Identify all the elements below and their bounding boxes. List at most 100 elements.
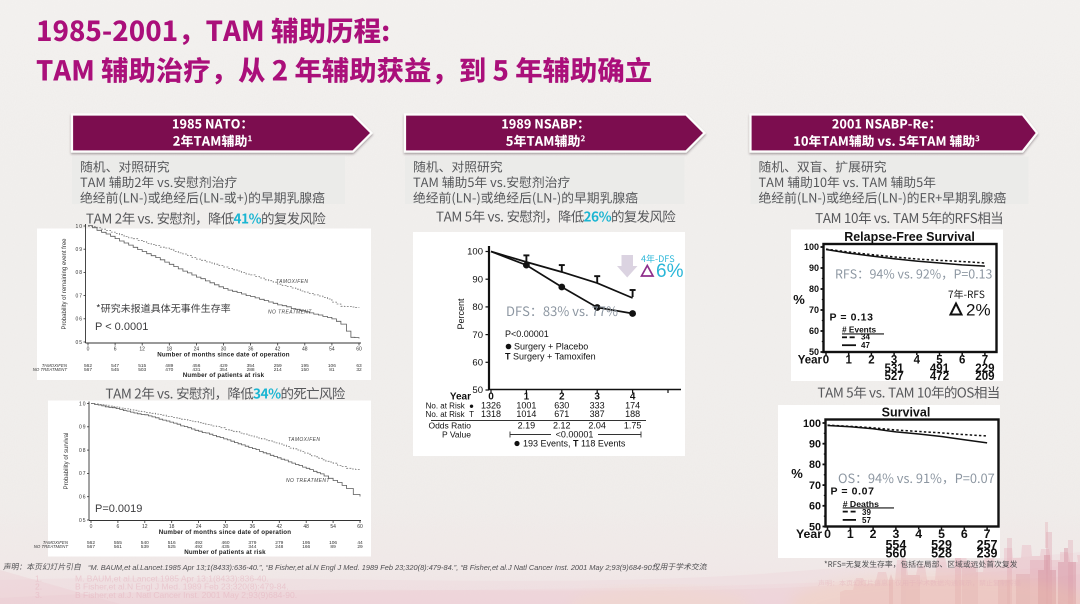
svg-text:354: 354: [247, 363, 255, 369]
svg-text:248: 248: [275, 544, 283, 550]
svg-text:18: 18: [169, 524, 175, 530]
svg-text:288: 288: [247, 367, 255, 373]
svg-text:Odds Ratio: Odds Ratio: [428, 421, 471, 431]
svg-text:50: 50: [472, 385, 483, 396]
svg-text:1326: 1326: [481, 401, 501, 411]
svg-text:567: 567: [84, 367, 92, 373]
svg-text:42: 42: [275, 347, 281, 353]
svg-text:492: 492: [195, 540, 203, 546]
svg-text:489: 489: [165, 363, 173, 369]
svg-text:89: 89: [330, 544, 336, 550]
svg-text:81: 81: [329, 367, 335, 373]
svg-text:34: 34: [861, 333, 870, 342]
svg-text:0: 0: [824, 527, 831, 541]
svg-text:%: %: [793, 292, 805, 307]
svg-text:5: 5: [936, 355, 943, 367]
svg-text:214: 214: [274, 367, 282, 373]
svg-text:2: 2: [559, 392, 565, 403]
svg-text:60: 60: [357, 524, 363, 530]
svg-text:44: 44: [357, 540, 363, 546]
svg-text:259: 259: [274, 363, 282, 369]
svg-text:2: 2: [868, 355, 874, 367]
svg-text:90: 90: [809, 439, 821, 451]
svg-text:39: 39: [862, 508, 871, 517]
svg-text:562: 562: [87, 540, 95, 546]
svg-text:50: 50: [809, 521, 821, 533]
svg-text:554: 554: [885, 538, 906, 552]
svg-text:491: 491: [930, 363, 950, 375]
svg-text:0 5: 0 5: [79, 518, 86, 524]
svg-text:1001: 1001: [516, 401, 536, 411]
svg-text:188: 188: [625, 409, 640, 419]
svg-text:106: 106: [329, 540, 337, 546]
svg-text:7: 7: [984, 527, 991, 541]
svg-text:Number of patients at risk: Number of patients at risk: [184, 549, 266, 556]
svg-text:354: 354: [219, 367, 227, 373]
svg-text:Surgery + Placebo: Surgery + Placebo: [514, 342, 588, 352]
svg-text:3: 3: [892, 527, 899, 541]
svg-text:435: 435: [221, 544, 229, 550]
svg-text:5: 5: [938, 527, 945, 541]
svg-text:379: 379: [248, 540, 256, 546]
svg-text:106: 106: [328, 363, 336, 369]
svg-text:539: 539: [141, 544, 149, 550]
svg-text:0 7: 0 7: [75, 293, 82, 299]
svg-text:0: 0: [90, 524, 93, 530]
svg-text:NO TREATMENT: NO TREATMENT: [33, 367, 68, 372]
svg-text:257: 257: [977, 538, 998, 552]
svg-text:P = 0.07: P = 0.07: [831, 486, 875, 498]
svg-text:54: 54: [330, 524, 336, 530]
svg-text:516: 516: [168, 540, 176, 546]
svg-text:0 9: 0 9: [79, 425, 86, 431]
svg-text:“M. BAUM,et al.Lancet.1985 Apr: “M. BAUM,et al.Lancet.1985 Apr 13;1(8433…: [88, 563, 658, 572]
svg-text:60: 60: [472, 358, 483, 369]
svg-text:57: 57: [862, 516, 871, 525]
svg-text:6: 6: [959, 355, 965, 367]
svg-text:456: 456: [192, 363, 200, 369]
svg-text:Number of months since date of: Number of months since date of operation: [157, 352, 289, 359]
svg-text:36: 36: [248, 347, 254, 353]
svg-text:527: 527: [885, 371, 904, 383]
svg-text:503: 503: [138, 367, 146, 373]
svg-text:630: 630: [554, 401, 569, 411]
svg-text:Survival: Survival: [882, 406, 931, 420]
svg-text:472: 472: [930, 371, 949, 383]
svg-text:30: 30: [223, 524, 229, 530]
svg-text:1318: 1318: [481, 409, 501, 419]
svg-text:0 8: 0 8: [79, 448, 86, 454]
svg-text:531: 531: [885, 363, 905, 375]
svg-text:7: 7: [982, 355, 988, 367]
svg-text:528: 528: [931, 547, 952, 561]
svg-text:P<0.00001: P<0.00001: [505, 329, 549, 339]
svg-text:%: %: [791, 466, 803, 481]
svg-text:32: 32: [356, 367, 362, 373]
svg-text:60: 60: [809, 501, 821, 513]
svg-text:63: 63: [356, 363, 362, 369]
svg-text:1 0: 1 0: [79, 401, 86, 407]
svg-text:# Deaths: # Deaths: [843, 499, 879, 509]
svg-text:# Events: # Events: [842, 325, 877, 335]
svg-text:525: 525: [168, 544, 176, 550]
svg-text:470: 470: [165, 367, 173, 373]
svg-text:6%: 6%: [656, 261, 684, 282]
svg-text:0 7: 0 7: [79, 471, 86, 477]
svg-text:60: 60: [356, 347, 362, 353]
svg-text:90: 90: [809, 263, 819, 273]
svg-text:1: 1: [847, 527, 854, 541]
svg-text:48: 48: [303, 524, 309, 530]
svg-text:560: 560: [885, 547, 906, 561]
svg-text:3: 3: [594, 392, 600, 403]
svg-text:100: 100: [803, 418, 821, 430]
svg-text:No. at Risk ●: No. at Risk ●: [426, 402, 475, 411]
svg-text:174: 174: [625, 401, 640, 411]
svg-text:Number of months since date of: Number of months since date of operation: [159, 529, 291, 536]
svg-text:70: 70: [472, 330, 483, 341]
svg-text:70: 70: [809, 480, 821, 492]
svg-text:195: 195: [302, 540, 310, 546]
svg-text:333: 333: [590, 401, 605, 411]
svg-text:100: 100: [467, 247, 483, 258]
svg-text:4: 4: [915, 527, 922, 541]
svg-text:3: 3: [891, 355, 897, 367]
svg-text:100: 100: [804, 242, 819, 252]
svg-text:B Fisher,et al.J. Natl Cancer: B Fisher,et al.J. Natl Cancer Inst. 2001…: [75, 590, 297, 600]
